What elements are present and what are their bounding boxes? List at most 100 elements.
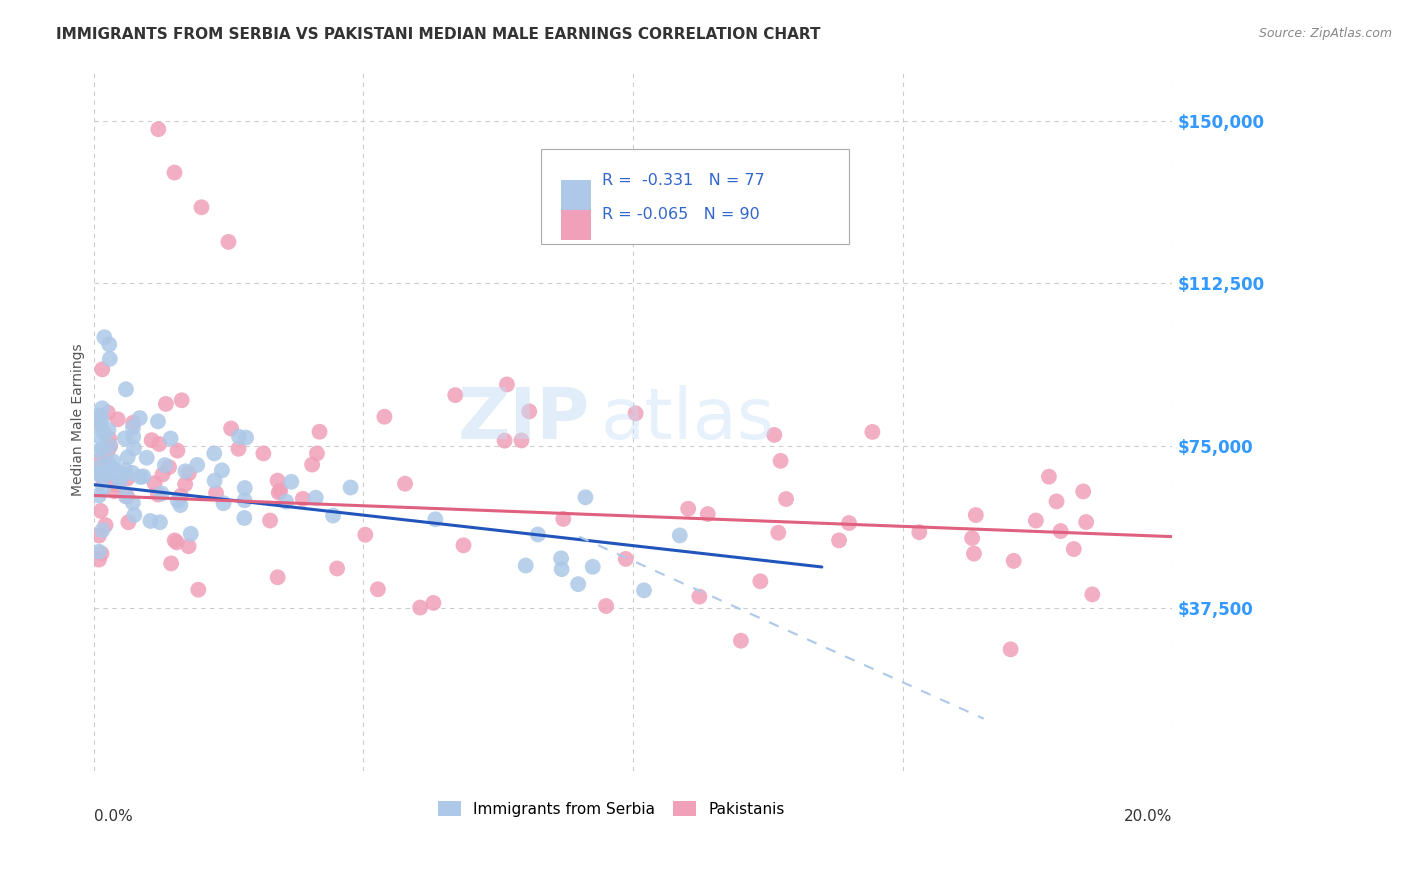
Point bbox=[582, 559, 605, 574]
Point bbox=[87, 416, 110, 430]
Point bbox=[267, 485, 290, 500]
Point bbox=[108, 475, 131, 489]
Point bbox=[121, 466, 143, 480]
Point bbox=[202, 446, 225, 460]
Point bbox=[146, 414, 169, 428]
Point bbox=[129, 470, 152, 484]
Point bbox=[668, 528, 690, 542]
Point bbox=[97, 406, 120, 420]
Point bbox=[174, 477, 197, 491]
Point bbox=[217, 235, 239, 249]
Point bbox=[91, 442, 114, 456]
Point bbox=[624, 406, 647, 420]
Point bbox=[252, 446, 274, 460]
Point bbox=[87, 443, 110, 458]
Point bbox=[212, 496, 235, 510]
Point bbox=[103, 484, 125, 499]
Point bbox=[965, 508, 987, 522]
Point bbox=[228, 430, 250, 444]
Point bbox=[354, 527, 377, 541]
Point bbox=[614, 552, 637, 566]
Point bbox=[553, 512, 575, 526]
Point bbox=[107, 469, 129, 483]
Point bbox=[269, 483, 291, 498]
Point bbox=[186, 458, 208, 472]
Point bbox=[259, 514, 281, 528]
Point bbox=[274, 494, 297, 508]
Point bbox=[160, 557, 183, 571]
Point bbox=[425, 512, 447, 526]
Point bbox=[166, 535, 188, 549]
Point bbox=[89, 409, 111, 423]
Point bbox=[235, 431, 257, 445]
Point bbox=[305, 446, 328, 460]
Point bbox=[97, 456, 120, 470]
Point bbox=[233, 493, 256, 508]
Point bbox=[152, 467, 174, 482]
Point bbox=[266, 570, 288, 584]
Point bbox=[90, 467, 112, 482]
Point bbox=[93, 425, 115, 440]
FancyBboxPatch shape bbox=[541, 149, 849, 244]
Text: R = -0.065   N = 90: R = -0.065 N = 90 bbox=[602, 207, 759, 222]
Point bbox=[87, 453, 110, 467]
Point bbox=[550, 551, 572, 566]
Point bbox=[91, 524, 114, 538]
Point bbox=[908, 525, 931, 540]
Point bbox=[326, 561, 349, 575]
Point bbox=[280, 475, 302, 489]
Text: IMMIGRANTS FROM SERBIA VS PAKISTANI MEDIAN MALE EARNINGS CORRELATION CHART: IMMIGRANTS FROM SERBIA VS PAKISTANI MEDI… bbox=[56, 27, 821, 42]
Point bbox=[266, 474, 288, 488]
Point bbox=[98, 439, 121, 453]
Point bbox=[163, 533, 186, 548]
Point bbox=[187, 582, 209, 597]
Point bbox=[574, 490, 596, 504]
Point bbox=[169, 498, 191, 512]
Point bbox=[1076, 515, 1098, 529]
Point bbox=[90, 547, 112, 561]
Point bbox=[1063, 541, 1085, 556]
Point bbox=[98, 465, 121, 479]
Point bbox=[1002, 554, 1025, 568]
Point bbox=[422, 596, 444, 610]
Point bbox=[132, 469, 155, 483]
Point bbox=[90, 413, 112, 427]
Point bbox=[97, 423, 120, 437]
Point bbox=[322, 508, 344, 523]
Text: 0.0%: 0.0% bbox=[94, 809, 132, 824]
Point bbox=[157, 460, 180, 475]
Point bbox=[527, 527, 550, 541]
Point bbox=[135, 450, 157, 465]
Point bbox=[146, 487, 169, 501]
Point bbox=[1049, 524, 1071, 538]
Point bbox=[115, 382, 138, 396]
Point bbox=[676, 501, 699, 516]
Point bbox=[633, 583, 655, 598]
Point bbox=[301, 458, 323, 472]
Point bbox=[98, 351, 121, 366]
Text: ZIP: ZIP bbox=[457, 385, 591, 454]
Point bbox=[91, 473, 114, 487]
Point bbox=[87, 489, 110, 503]
Point bbox=[159, 432, 181, 446]
Point bbox=[104, 478, 127, 492]
Point bbox=[177, 539, 200, 553]
Text: Source: ZipAtlas.com: Source: ZipAtlas.com bbox=[1258, 27, 1392, 40]
Point bbox=[688, 590, 710, 604]
Point bbox=[860, 425, 883, 439]
Point bbox=[233, 511, 256, 525]
Text: atlas: atlas bbox=[600, 385, 775, 454]
Point bbox=[103, 454, 125, 468]
Point bbox=[115, 490, 138, 504]
Point bbox=[87, 429, 110, 443]
Point bbox=[291, 491, 314, 506]
Point bbox=[117, 515, 139, 529]
Point bbox=[93, 330, 115, 344]
Point bbox=[122, 420, 145, 434]
Point bbox=[1081, 587, 1104, 601]
Point bbox=[128, 411, 150, 425]
Point bbox=[155, 397, 177, 411]
Point bbox=[367, 582, 389, 597]
Point bbox=[141, 433, 163, 447]
Point bbox=[112, 467, 135, 481]
